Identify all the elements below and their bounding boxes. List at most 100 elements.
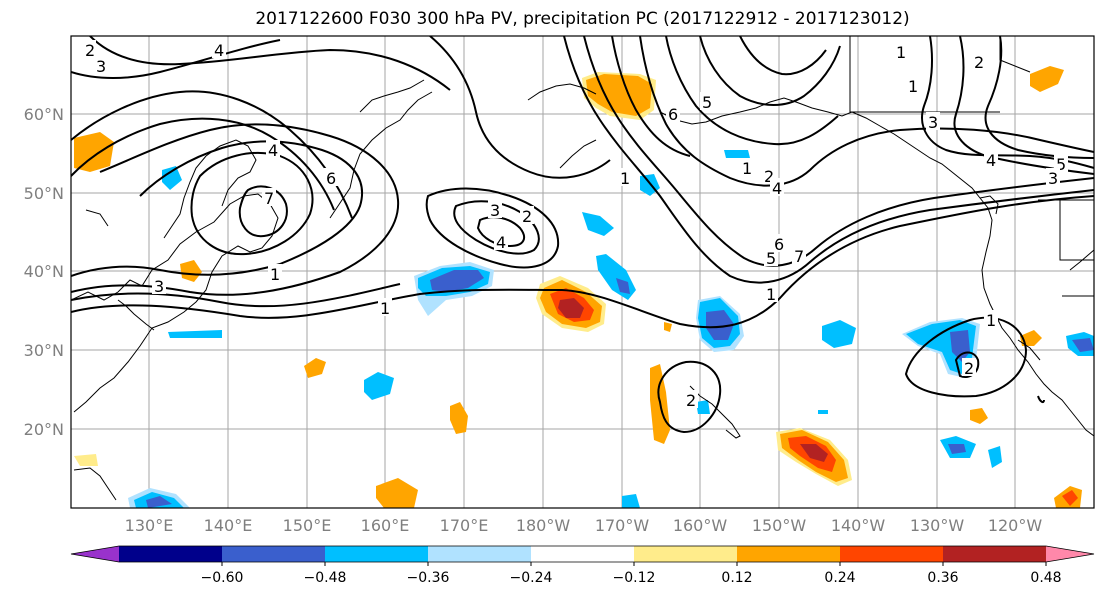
contour-label: 4 bbox=[772, 179, 782, 198]
lon-label: 130°W bbox=[910, 516, 965, 535]
pv-contour-22 bbox=[71, 39, 281, 79]
precip-negative-patch bbox=[724, 150, 750, 158]
colorbar-segment bbox=[428, 546, 532, 562]
colorbar-extend-high bbox=[1046, 546, 1094, 562]
precip-positive-patch bbox=[1030, 66, 1064, 92]
precip-negative-patch bbox=[988, 446, 1002, 468]
contour-label: 5 bbox=[1056, 155, 1066, 174]
contour-label: 1 bbox=[380, 299, 390, 318]
pv-contour-21 bbox=[89, 36, 451, 91]
contour-label: 1 bbox=[742, 159, 752, 178]
contour-label: 4 bbox=[268, 141, 278, 160]
precip-positive-patch bbox=[74, 454, 98, 466]
lon-label: 170°W bbox=[595, 516, 650, 535]
lat-label: 50°N bbox=[24, 184, 64, 203]
precip-negative-patch bbox=[364, 372, 394, 400]
precip-negative-patch bbox=[168, 330, 222, 338]
lat-label: 40°N bbox=[24, 262, 64, 281]
pv-contour-13 bbox=[699, 36, 841, 106]
lon-label: 150°E bbox=[283, 516, 332, 535]
precip-negative-patch bbox=[146, 496, 172, 508]
contour-label: 6 bbox=[774, 235, 784, 254]
colorbar-segment bbox=[943, 546, 1047, 562]
colorbar: −0.60 −0.48 −0.36 −0.24 −0.12 0.12 0.24 0.36 0.4… bbox=[70, 545, 1095, 586]
contour-label: 1 bbox=[896, 43, 906, 62]
colorbar-segment bbox=[634, 546, 738, 562]
precip-positive-patch bbox=[664, 322, 672, 332]
colorbar-segment bbox=[840, 546, 944, 562]
precip-positive-patch bbox=[304, 358, 326, 378]
precip-negative-patch bbox=[696, 400, 710, 414]
lon-label: 160°E bbox=[361, 516, 410, 535]
colorbar-tick-label: 0.48 bbox=[1030, 570, 1061, 586]
map-panel bbox=[71, 36, 1094, 508]
contour-label: 5 bbox=[766, 249, 776, 268]
lon-label: 150°W bbox=[752, 516, 807, 535]
pv-contour-9 bbox=[563, 36, 1094, 284]
gridlines bbox=[71, 36, 1094, 508]
colorbar-segment bbox=[737, 546, 841, 562]
lon-label: 140°W bbox=[831, 516, 886, 535]
colorbar-segment bbox=[325, 546, 429, 562]
contour-label: 6 bbox=[668, 105, 678, 124]
pv-contour-14 bbox=[739, 36, 827, 76]
pv-contour-11 bbox=[639, 36, 1094, 187]
lat-label: 30°N bbox=[24, 341, 64, 360]
precip-positive-patch bbox=[180, 260, 202, 282]
contour-label: 1 bbox=[908, 77, 918, 96]
lon-label: 120°W bbox=[988, 516, 1043, 535]
contour-label: 2 bbox=[964, 359, 974, 378]
precip-negative-patch bbox=[430, 270, 484, 292]
colorbar-tick-label: 0.12 bbox=[721, 570, 752, 586]
colorbar-tick-label: −0.48 bbox=[304, 570, 347, 586]
map-frame bbox=[70, 35, 1095, 509]
pv-contour-26 bbox=[954, 351, 980, 378]
colorbar-tick-label: −0.60 bbox=[201, 570, 244, 586]
contour-label: 2 bbox=[85, 41, 95, 60]
contour-label: 3 bbox=[490, 201, 500, 220]
map-title: 2017122600 F030 300 hPa PV, precipitatio… bbox=[255, 9, 910, 29]
pv-contour-1 bbox=[71, 283, 401, 308]
contour-label: 7 bbox=[264, 189, 274, 208]
contour-label: 3 bbox=[154, 277, 164, 296]
contour-label: 7 bbox=[794, 247, 804, 266]
contour-label: 2 bbox=[974, 53, 984, 72]
lon-label: 180°W bbox=[516, 516, 571, 535]
pv-contours bbox=[71, 36, 1094, 434]
contour-label: 5 bbox=[702, 93, 712, 112]
contour-label: 1 bbox=[620, 169, 630, 188]
pv-contour-25 bbox=[904, 316, 1028, 398]
pv-contour-24 bbox=[657, 360, 722, 434]
precip-positive-patch bbox=[376, 478, 418, 508]
precip-positive-patch bbox=[450, 402, 468, 434]
precip-positive-patch bbox=[1062, 490, 1078, 506]
contour-label: 1 bbox=[986, 311, 996, 330]
pv-contour-15 bbox=[611, 36, 691, 157]
colorbar-segment bbox=[119, 546, 223, 562]
colorbar-tick-label: 0.36 bbox=[927, 570, 958, 586]
contour-label: 3 bbox=[928, 113, 938, 132]
lon-label: 160°W bbox=[673, 516, 728, 535]
precip-negative-patch bbox=[616, 278, 630, 294]
contour-label: 1 bbox=[270, 265, 280, 284]
precip-negative-patch bbox=[948, 444, 966, 454]
contour-label: 2 bbox=[686, 391, 696, 410]
contour-label: 4 bbox=[214, 41, 224, 60]
precip-negative-patch bbox=[162, 166, 182, 190]
pv-contour-23 bbox=[429, 36, 611, 179]
contour-label: 3 bbox=[1048, 169, 1058, 188]
colorbar-outline bbox=[70, 545, 1095, 563]
precip-positive-patch bbox=[970, 408, 988, 424]
lon-label: 130°E bbox=[125, 516, 174, 535]
precip-positive-patch bbox=[586, 74, 652, 116]
pv-contour-27 bbox=[1037, 395, 1045, 404]
contour-label: 4 bbox=[986, 151, 996, 170]
precip-positive-patch bbox=[74, 132, 114, 172]
precip-negative-patch bbox=[818, 410, 828, 414]
lon-label: 140°E bbox=[204, 516, 253, 535]
precip-negative-patch bbox=[582, 212, 614, 236]
precip-negative-patch bbox=[950, 330, 970, 362]
colorbar-segment bbox=[531, 546, 635, 562]
pv-contour-5 bbox=[238, 185, 288, 238]
lat-label: 20°N bbox=[24, 420, 64, 439]
